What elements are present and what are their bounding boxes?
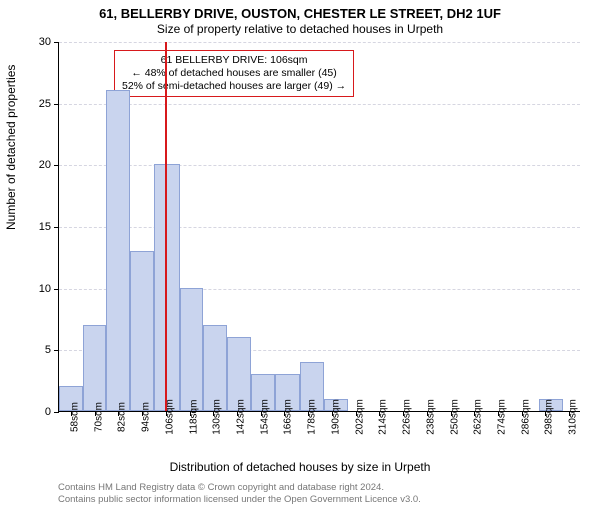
xtick-label: 166sqm — [283, 399, 294, 435]
x-axis-label: Distribution of detached houses by size … — [0, 460, 600, 474]
ytick — [54, 350, 59, 351]
xtick-label: 310sqm — [568, 399, 579, 435]
xtick-label: 58sqm — [69, 402, 80, 432]
xtick-label: 178sqm — [307, 399, 318, 435]
ytick-label: 5 — [45, 344, 51, 356]
ytick — [54, 412, 59, 413]
xtick-label: 94sqm — [141, 402, 152, 432]
ytick — [54, 165, 59, 166]
xtick-label: 106sqm — [164, 399, 175, 435]
ytick-label: 30 — [39, 36, 51, 48]
xtick-label: 214sqm — [378, 399, 389, 435]
gridline-h — [59, 165, 580, 166]
xtick-label: 190sqm — [330, 399, 341, 435]
footer-attribution: Contains HM Land Registry data © Crown c… — [58, 482, 421, 506]
annotation-line1: 61 BELLERBY DRIVE: 106sqm — [122, 54, 346, 67]
histogram-bar — [83, 325, 107, 411]
xtick-label: 202sqm — [354, 399, 365, 435]
xtick-label: 262sqm — [473, 399, 484, 435]
chart-container: 61, BELLERBY DRIVE, OUSTON, CHESTER LE S… — [0, 0, 600, 500]
ytick-label: 20 — [39, 159, 51, 171]
xtick-label: 154sqm — [259, 399, 270, 435]
xtick-label: 118sqm — [188, 400, 199, 435]
chart-title-sub: Size of property relative to detached ho… — [0, 22, 600, 36]
annotation-box: 61 BELLERBY DRIVE: 106sqm ← 48% of detac… — [114, 50, 354, 97]
xtick-label: 226sqm — [402, 399, 413, 435]
ytick — [54, 227, 59, 228]
reference-line — [165, 42, 167, 411]
xtick-label: 238sqm — [425, 399, 436, 435]
gridline-h — [59, 104, 580, 105]
ytick — [54, 104, 59, 105]
ytick — [54, 42, 59, 43]
y-axis-label: Number of detached properties — [4, 65, 18, 230]
histogram-bar — [106, 90, 130, 411]
chart-title-main: 61, BELLERBY DRIVE, OUSTON, CHESTER LE S… — [0, 6, 600, 21]
plot-area: 61 BELLERBY DRIVE: 106sqm ← 48% of detac… — [58, 42, 580, 412]
ytick-label: 15 — [39, 221, 51, 233]
ytick — [54, 289, 59, 290]
xtick-label: 130sqm — [212, 399, 223, 435]
xtick-label: 142sqm — [235, 399, 246, 435]
annotation-line3: 52% of semi-detached houses are larger (… — [122, 80, 346, 93]
ytick-label: 10 — [39, 283, 51, 295]
xtick-label: 250sqm — [449, 399, 460, 435]
xtick-label: 70sqm — [93, 402, 104, 432]
histogram-bar — [180, 288, 204, 411]
footer-line1: Contains HM Land Registry data © Crown c… — [58, 482, 421, 494]
xtick-label: 274sqm — [496, 399, 507, 435]
xtick-label: 286sqm — [520, 399, 531, 435]
histogram-bar — [130, 251, 154, 411]
gridline-h — [59, 42, 580, 43]
xtick-label: 298sqm — [544, 399, 555, 435]
histogram-bar — [203, 325, 227, 411]
gridline-h — [59, 227, 580, 228]
annotation-line2: ← 48% of detached houses are smaller (45… — [122, 67, 346, 80]
xtick-label: 82sqm — [117, 402, 128, 432]
ytick-label: 25 — [39, 98, 51, 110]
ytick-label: 0 — [45, 406, 51, 418]
